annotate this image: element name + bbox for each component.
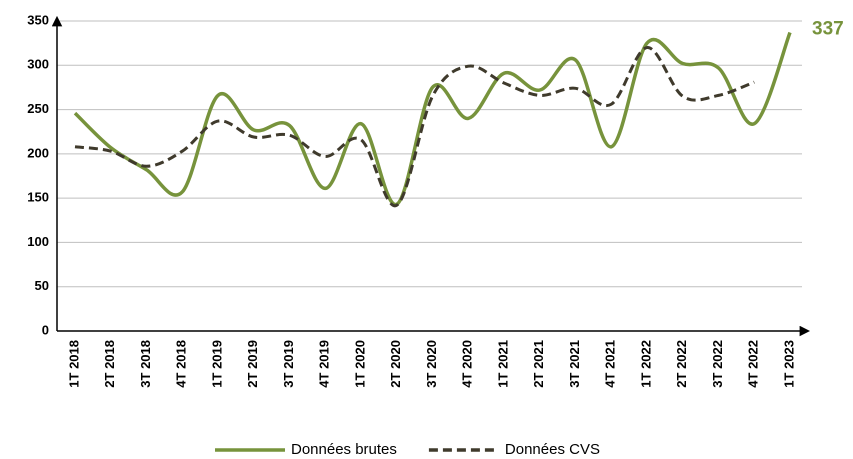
x-tick-label: 2T 2021 bbox=[531, 340, 546, 388]
x-tick-label: 2T 2018 bbox=[102, 340, 117, 388]
x-tick-label: 3T 2021 bbox=[567, 340, 582, 388]
x-tick-label: 3T 2019 bbox=[281, 340, 296, 388]
x-tick-label: 4T 2019 bbox=[317, 340, 332, 388]
y-tick-label: 300 bbox=[27, 57, 49, 72]
x-tick-label: 4T 2018 bbox=[174, 340, 189, 388]
y-tick-label: 250 bbox=[27, 101, 49, 116]
series-line bbox=[73, 31, 792, 207]
x-tick-label: 4T 2020 bbox=[460, 340, 475, 388]
x-tick-label: 4T 2021 bbox=[603, 340, 618, 388]
y-tick-label: 350 bbox=[27, 12, 49, 27]
data-label: 337 bbox=[812, 19, 844, 40]
x-tick-label: 2T 2022 bbox=[674, 340, 689, 388]
y-tick-label: 200 bbox=[27, 145, 49, 160]
x-tick-label: 3T 2018 bbox=[138, 340, 153, 388]
legend-label: Données CVS bbox=[505, 441, 600, 458]
x-tick-label: 1T 2023 bbox=[781, 340, 796, 388]
y-tick-label: 0 bbox=[42, 322, 49, 337]
x-tick-label: 1T 2018 bbox=[66, 340, 81, 388]
x-tick-label: 3T 2022 bbox=[710, 340, 725, 388]
x-tick-label: 2T 2020 bbox=[388, 340, 403, 388]
legend-label: Données brutes bbox=[291, 441, 397, 458]
y-tick-label: 150 bbox=[27, 190, 49, 205]
x-tick-label: 1T 2022 bbox=[638, 340, 653, 388]
x-tick-label: 1T 2020 bbox=[352, 340, 367, 388]
x-tick-label: 1T 2019 bbox=[209, 340, 224, 388]
x-tick-label: 1T 2021 bbox=[495, 340, 510, 388]
x-tick-label: 4T 2022 bbox=[746, 340, 761, 388]
series-line bbox=[74, 46, 755, 207]
x-tick-label: 3T 2020 bbox=[424, 340, 439, 388]
y-tick-label: 50 bbox=[35, 278, 49, 293]
y-tick-label: 100 bbox=[27, 234, 49, 249]
x-tick-label: 2T 2019 bbox=[245, 340, 260, 388]
grid bbox=[57, 20, 802, 332]
